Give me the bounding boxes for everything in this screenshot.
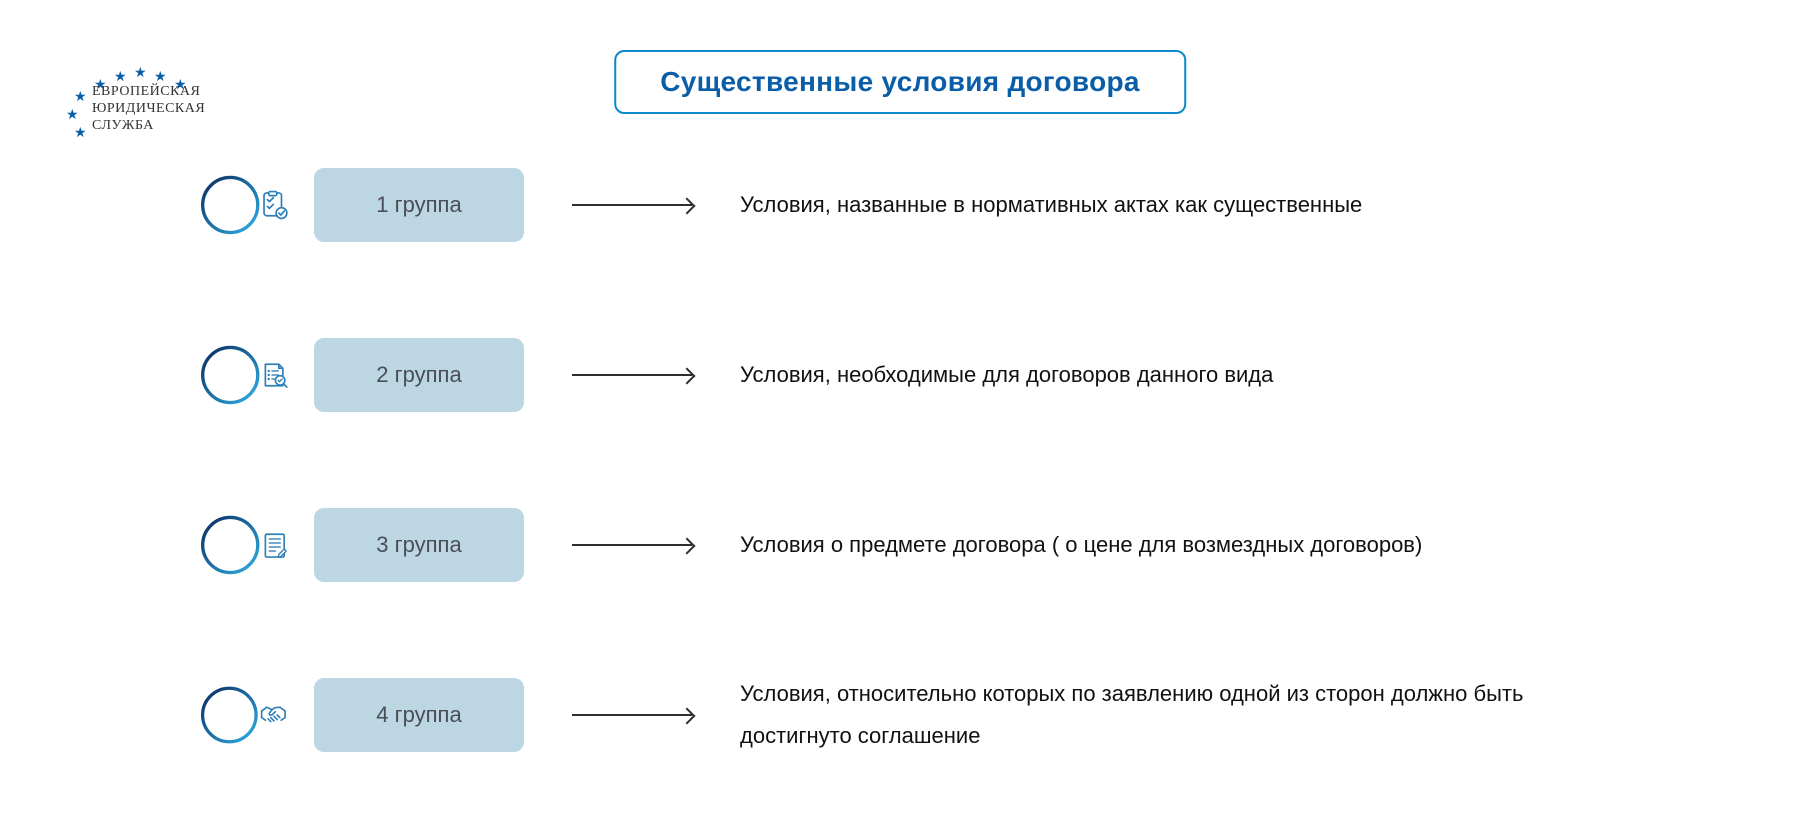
logo-line3: СЛУЖБА [92,118,205,135]
icon-circle [200,500,290,590]
page-title: Существенные условия договора [660,66,1140,98]
group-label: 3 группа [376,532,461,558]
group-pill: 2 группа [314,338,524,412]
title-box: Существенные условия договора [614,50,1186,114]
handshake-icon [259,693,290,737]
group-label: 2 группа [376,362,461,388]
arrow-icon [572,374,692,376]
group-description: Условия, необходимые для договоров данно… [740,354,1273,396]
groups-list: 1 группа Условия, названные в нормативны… [200,160,1720,760]
icon-circle [200,670,290,760]
arrow-icon [572,204,692,206]
group-pill: 3 группа [314,508,524,582]
group-description: Условия о предмете договора ( о цене для… [740,524,1422,566]
arrow-icon [572,714,692,716]
logo-text: ЕВРОПЕЙСКАЯ ЮРИДИЧЕСКАЯ СЛУЖБА [92,84,205,134]
icon-circle [200,160,290,250]
group-description: Условия, относительно которых по заявлен… [740,673,1600,757]
logo-line1: ЕВРОПЕЙСКАЯ [92,84,205,101]
logo-line2: ЮРИДИЧЕСКАЯ [92,101,205,118]
group-row: 4 группа Условия, относительно которых п… [200,670,1720,760]
group-description: Условия, названные в нормативных актах к… [740,184,1362,226]
arrow-icon [572,544,692,546]
group-label: 1 группа [376,192,461,218]
audit-icon [260,353,290,397]
group-row: 3 группа Условия о предмете договора ( о… [200,500,1720,590]
group-pill: 4 группа [314,678,524,752]
group-row: 2 группа Условия, необходимые для догово… [200,330,1720,420]
checklist-icon [260,183,290,227]
group-row: 1 группа Условия, названные в нормативны… [200,160,1720,250]
group-label: 4 группа [376,702,461,728]
icon-circle [200,330,290,420]
group-pill: 1 группа [314,168,524,242]
document-icon [260,523,290,567]
logo: ★ ★ ★ ★ ★ ★ ★ ★ ЕВРОПЕЙСКАЯ ЮРИДИЧЕСКАЯ … [72,40,232,130]
